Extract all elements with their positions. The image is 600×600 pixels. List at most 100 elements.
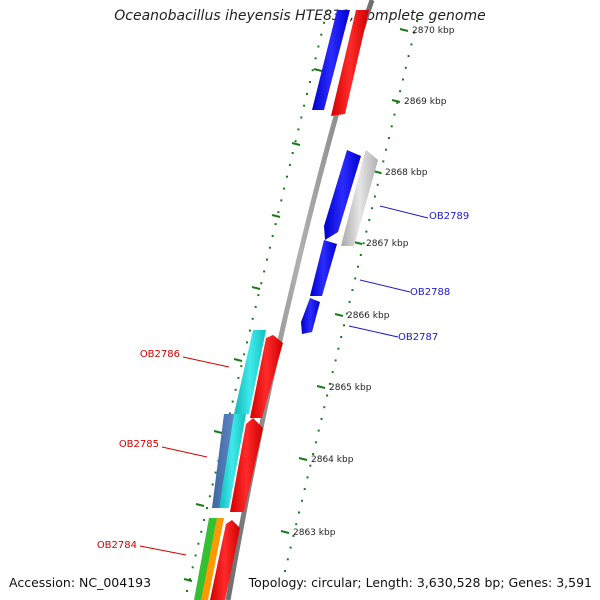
- scale-dot: [320, 417, 323, 420]
- scale-label: 2868 kbp: [385, 168, 428, 178]
- scale-dot: [298, 511, 300, 514]
- scale-dot: [228, 412, 231, 415]
- scale-dot: [271, 234, 274, 237]
- reverse-strand-genes: [301, 10, 361, 334]
- gene-OB2785-red-block[interactable]: [230, 418, 263, 512]
- scale-dot: [399, 90, 402, 93]
- scale-major-tick: [251, 286, 261, 290]
- scale-dot: [323, 406, 326, 409]
- gene-OB2784-orange-block[interactable]: [201, 518, 224, 600]
- scale-dot: [194, 554, 197, 557]
- scale-major-tick: [399, 28, 409, 32]
- scale-label: 2870 kbp: [412, 26, 455, 36]
- accession-text: Accession: NC_004193: [9, 575, 152, 590]
- scale-dot: [280, 199, 283, 202]
- scale-label: 2865 kbp: [329, 383, 372, 393]
- scale-dot: [266, 258, 268, 261]
- scale-major-tick: [334, 313, 344, 317]
- scale-dot: [317, 45, 320, 48]
- gene-label-OB2786[interactable]: OB2786: [140, 349, 180, 360]
- scale-dot: [404, 66, 407, 69]
- scale-dot: [214, 471, 217, 474]
- gene-OB2784-green-block[interactable]: [194, 518, 217, 600]
- scale-dot: [277, 211, 280, 214]
- scale-dot: [254, 305, 257, 308]
- scale-dot: [362, 242, 365, 245]
- scale-dot: [234, 388, 237, 391]
- forward-strand-genes: [210, 10, 369, 600]
- gene-label-OB2789[interactable]: OB2789: [429, 211, 469, 222]
- scale-dot: [203, 519, 206, 521]
- scale-major-tick: [280, 530, 290, 534]
- scale-label: 2866 kbp: [347, 311, 390, 321]
- scale-dot: [283, 187, 286, 190]
- gene-OB2786-block[interactable]: [234, 330, 266, 414]
- scale-dot: [243, 353, 246, 356]
- scale-dot: [396, 101, 399, 104]
- scale-dot: [237, 376, 240, 379]
- gene-OB2785-block[interactable]: [218, 414, 246, 508]
- scale-dot: [295, 523, 298, 526]
- scale-dot: [197, 542, 200, 545]
- scale-dot: [294, 140, 297, 143]
- gene-OB2786-red-block[interactable]: [250, 335, 283, 418]
- scale-dot: [337, 347, 340, 350]
- scale-dot: [200, 530, 203, 533]
- scale-dot: [263, 270, 266, 273]
- gene-block[interactable]: [312, 10, 350, 110]
- scale-dot: [376, 183, 379, 186]
- scale-dot: [382, 160, 385, 163]
- scale-dot: [340, 336, 343, 338]
- gene-label-OB2785[interactable]: OB2785: [119, 439, 159, 450]
- scale-dot: [371, 207, 374, 210]
- gene-OB2785-steel-block[interactable]: [212, 414, 234, 508]
- gene-OB2789-block[interactable]: [324, 150, 361, 240]
- scale-dot: [311, 69, 314, 72]
- scale-dot: [306, 476, 309, 479]
- scale-dot: [297, 128, 300, 131]
- scale-dot: [300, 499, 303, 502]
- gene-block[interactable]: [331, 10, 369, 116]
- gene-label-OB2787[interactable]: OB2787: [398, 332, 438, 343]
- scale-dot: [292, 534, 295, 537]
- scale-dot: [393, 113, 396, 116]
- scale-dot: [186, 590, 188, 592]
- scale-dot: [231, 400, 234, 403]
- gene-OB2784-red-block[interactable]: [210, 520, 240, 600]
- scale-major-tick: [313, 68, 323, 72]
- scale-dot: [320, 33, 323, 36]
- scale-dot: [208, 495, 211, 498]
- scale-dot: [314, 57, 317, 60]
- scale-dot: [343, 324, 345, 327]
- scale-dot: [359, 254, 362, 256]
- scale-dot: [308, 81, 311, 83]
- gene-grey-block[interactable]: [341, 150, 378, 246]
- scale-dot: [410, 43, 413, 46]
- scale-label: 2864 kbp: [311, 455, 354, 465]
- scale-dot: [354, 277, 357, 280]
- gene-OB2788-block[interactable]: [310, 240, 337, 296]
- scale-major-tick: [353, 241, 363, 245]
- scale-dot: [317, 429, 320, 432]
- scale-dot: [191, 566, 194, 569]
- gene-labels: OB2789 OB2788 OB2787 OB2786 OB2785 OB278…: [97, 211, 469, 551]
- scale-major-tick: [195, 503, 205, 507]
- scale-dot: [407, 55, 410, 58]
- scale-dot: [240, 365, 243, 368]
- scale-dot: [303, 488, 306, 491]
- scale-dot: [300, 116, 303, 119]
- scale-major-tick: [213, 430, 223, 434]
- scale-major-tick: [291, 142, 301, 146]
- scale-dot: [334, 359, 337, 362]
- gene-OB2787-block[interactable]: [301, 298, 320, 334]
- gene-label-OB2784[interactable]: OB2784: [97, 540, 137, 551]
- scale-major-tick: [391, 99, 401, 103]
- scale-dot: [303, 104, 306, 107]
- scale-label: 2869 kbp: [404, 97, 447, 107]
- scale-dot: [331, 371, 334, 374]
- scale-dot: [211, 483, 214, 486]
- scale-dot: [288, 163, 291, 166]
- gene-label-OB2788[interactable]: OB2788: [410, 287, 450, 298]
- scale-dot: [402, 78, 404, 81]
- scale-dot: [314, 441, 317, 444]
